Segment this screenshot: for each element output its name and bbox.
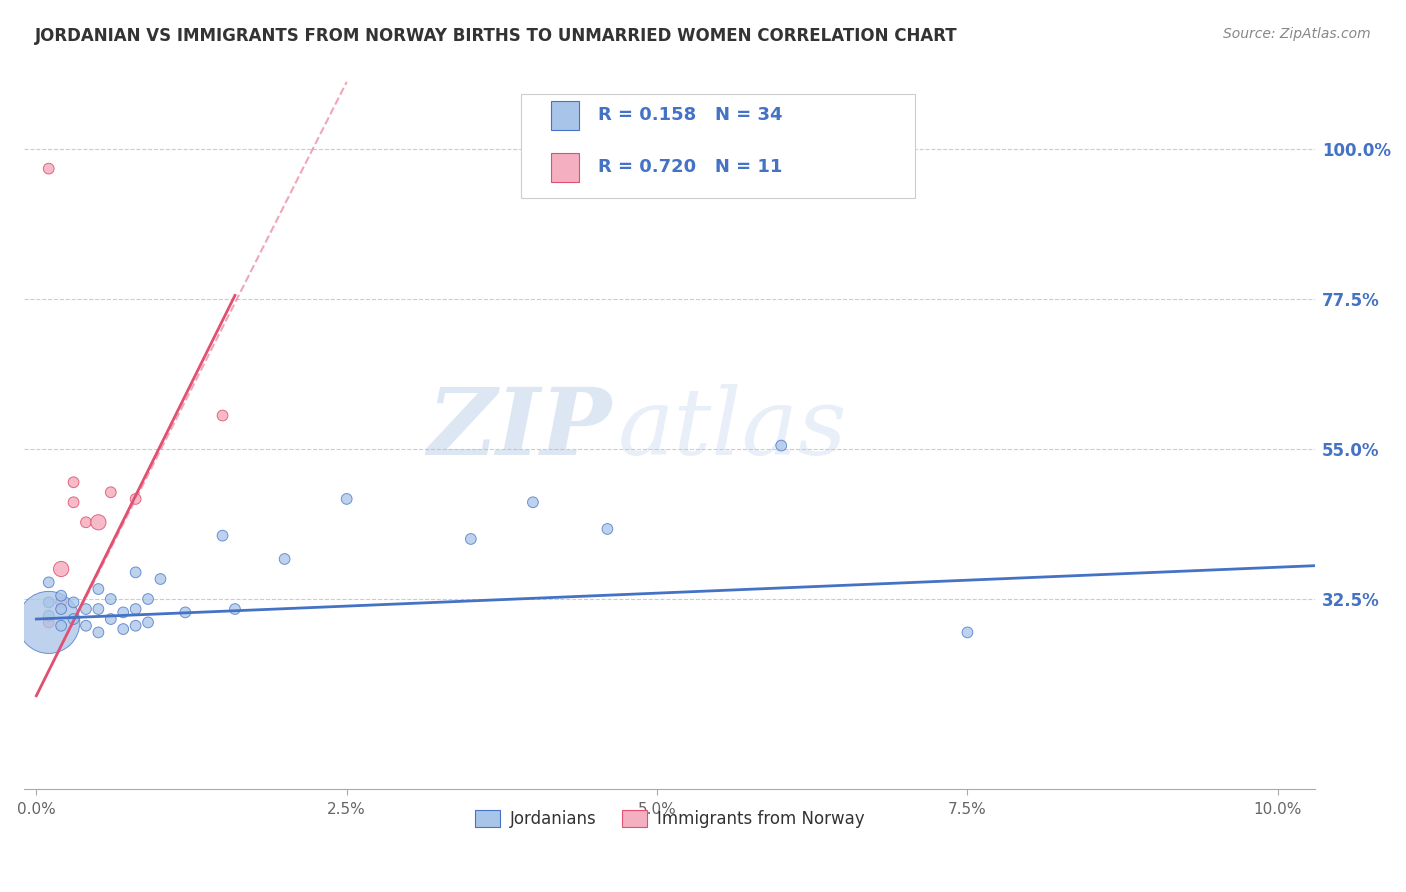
Point <box>62 475 84 490</box>
Point <box>956 625 979 640</box>
Point <box>136 615 159 630</box>
Point <box>87 582 110 596</box>
Point <box>62 595 84 609</box>
Point <box>596 522 619 536</box>
Point <box>62 495 84 509</box>
Point <box>49 618 72 632</box>
FancyBboxPatch shape <box>522 94 915 198</box>
Point <box>62 612 84 626</box>
Point <box>112 606 135 620</box>
Point <box>273 552 295 566</box>
Point <box>336 491 359 506</box>
Text: Source: ZipAtlas.com: Source: ZipAtlas.com <box>1223 27 1371 41</box>
Point <box>124 491 146 506</box>
Bar <box>551 153 579 182</box>
Legend: Jordanians, Immigrants from Norway: Jordanians, Immigrants from Norway <box>468 804 870 835</box>
Point <box>49 589 72 603</box>
Point <box>87 625 110 640</box>
Point <box>124 618 146 632</box>
Text: R = 0.158   N = 34: R = 0.158 N = 34 <box>599 106 783 124</box>
Point <box>460 532 482 546</box>
Point <box>100 485 122 500</box>
Point <box>38 575 60 590</box>
Point <box>87 602 110 616</box>
Point <box>136 592 159 607</box>
Point <box>38 615 60 630</box>
Point <box>100 592 122 607</box>
Point <box>38 615 60 630</box>
Bar <box>551 101 579 129</box>
Point <box>38 595 60 609</box>
Point <box>49 602 72 616</box>
Point <box>49 562 72 576</box>
Point <box>75 516 97 530</box>
Point <box>522 495 544 509</box>
Point <box>49 595 72 609</box>
Point <box>211 528 233 542</box>
Point <box>124 602 146 616</box>
Point <box>75 602 97 616</box>
Text: R = 0.720   N = 11: R = 0.720 N = 11 <box>599 158 783 177</box>
Point <box>100 612 122 626</box>
Point <box>87 516 110 530</box>
Text: ZIP: ZIP <box>427 384 612 474</box>
Point <box>38 608 60 623</box>
Point <box>770 438 793 452</box>
Text: atlas: atlas <box>617 384 848 474</box>
Point <box>149 572 172 586</box>
Text: JORDANIAN VS IMMIGRANTS FROM NORWAY BIRTHS TO UNMARRIED WOMEN CORRELATION CHART: JORDANIAN VS IMMIGRANTS FROM NORWAY BIRT… <box>35 27 957 45</box>
Point <box>174 606 197 620</box>
Point <box>112 622 135 636</box>
Point <box>124 566 146 580</box>
Point <box>224 602 246 616</box>
Point <box>211 409 233 423</box>
Point <box>38 161 60 176</box>
Point <box>75 618 97 632</box>
